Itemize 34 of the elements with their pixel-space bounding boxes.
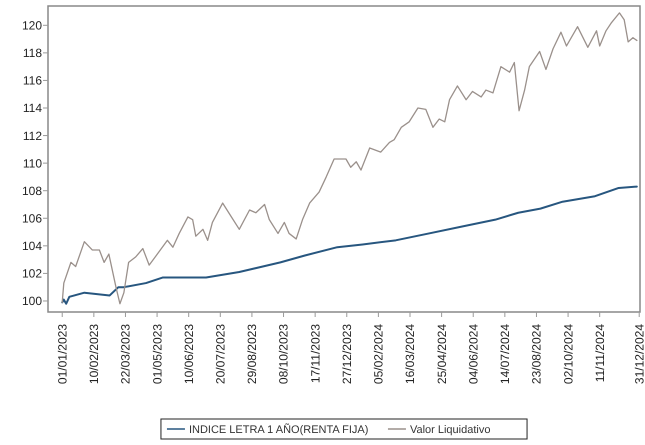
legend-label: INDICE LETRA 1 AÑO(RENTA FIJA) (188, 422, 368, 436)
x-tick-label: 02/10/2024 (561, 324, 576, 384)
x-tick-label: 22/03/2023 (118, 324, 133, 384)
x-tick-label: 27/12/2023 (340, 324, 354, 384)
x-tick-label: 23/08/2024 (530, 324, 544, 384)
y-tick-label: 108 (22, 184, 42, 198)
y-tick-label: 102 (22, 266, 42, 281)
x-tick-label: 01/05/2023 (150, 324, 164, 384)
x-tick-label: 29/08/2023 (245, 324, 260, 384)
y-tick-label: 110 (22, 156, 42, 170)
x-tick-label: 10/06/2023 (182, 324, 196, 384)
x-tick-label: 04/06/2024 (466, 324, 480, 384)
x-tick-label: 01/01/2023 (55, 324, 70, 384)
y-tick-label: 118 (22, 46, 42, 60)
line-series (61, 186, 638, 305)
y-tick-label: 106 (22, 211, 42, 226)
y-tick-label: 112 (22, 128, 42, 143)
x-tick-label: 25/04/2024 (434, 324, 449, 384)
x-tick-label: 11/11/2024 (592, 324, 607, 382)
x-tick-label: 17/11/2023 (308, 324, 322, 384)
line-series (62, 12, 638, 304)
x-tick-label: 31/12/2024 (632, 324, 645, 384)
legend-label: Valor Liquidativo (410, 424, 490, 436)
y-tick-label: 100 (22, 294, 42, 308)
y-tick-label: 104 (22, 239, 42, 254)
x-tick-label: 05/02/2024 (372, 324, 386, 384)
x-tick-label: 08/10/2023 (276, 324, 291, 384)
y-tick-label: 120 (22, 18, 42, 32)
x-tick-label: 16/03/2024 (403, 324, 418, 384)
y-tick-label: 116 (22, 74, 42, 88)
x-tick-label: 14/07/2024 (498, 324, 512, 384)
x-tick-label: 20/07/2023 (214, 324, 228, 384)
x-tick-label: 10/02/2023 (87, 324, 102, 384)
y-tick-label: 114 (22, 101, 42, 116)
